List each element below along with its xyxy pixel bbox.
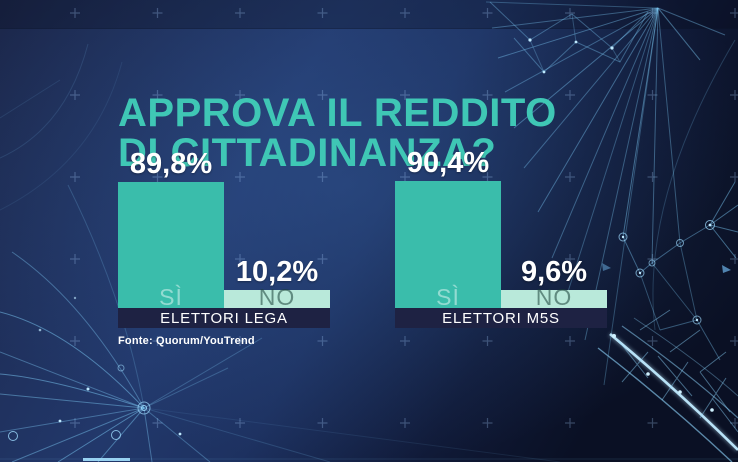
no-bar: NO xyxy=(501,284,607,310)
no-percent-label: 9,6% xyxy=(520,256,588,288)
yes-category-label: SÌ xyxy=(159,284,183,310)
plexus-bottomleft xyxy=(0,43,561,462)
no-percent-label: 10,2% xyxy=(235,256,319,288)
plexus-bottomright-nodes xyxy=(612,334,714,412)
plexus-bottomright-mesh xyxy=(597,309,738,462)
no-column: 10,2% NO xyxy=(224,256,330,310)
yes-column: 90,4% SÌ xyxy=(395,147,501,310)
plexus-bottomleft-rings xyxy=(8,364,151,441)
group-label-band-lega: ELETTORI LEGA xyxy=(118,308,330,328)
yes-category-label: SÌ xyxy=(436,284,460,310)
source-text: Fonte: Quorum/YouTrend xyxy=(118,335,255,347)
triangle-particle xyxy=(602,263,611,271)
page-title-line1: APPROVA IL REDDITO xyxy=(118,90,557,135)
plexus-right-column xyxy=(622,181,738,361)
plexus-topright xyxy=(485,1,736,386)
yes-percent-label: 90,4% xyxy=(406,147,490,179)
yes-column: 89,8% SÌ xyxy=(118,148,224,310)
no-column: 9,6% NO xyxy=(501,256,607,310)
yes-bar: SÌ xyxy=(118,182,224,310)
bars-row: 90,4% SÌ 9,6% NO xyxy=(395,147,607,310)
plexus-topright-nodes xyxy=(528,38,614,74)
yes-percent-label: 89,8% xyxy=(129,148,213,180)
group-label-band-m5s: ELETTORI M5S xyxy=(395,308,607,328)
no-category-label: NO xyxy=(258,284,296,310)
page-title-line2: DI CITTADINANZA? xyxy=(118,130,497,175)
chart-group-m5s: 90,4% SÌ 9,6% NO ELETTORI M5S xyxy=(395,149,607,328)
no-bar: NO xyxy=(224,284,330,310)
yes-bar: SÌ xyxy=(395,181,501,310)
plexus-bottomleft-dots xyxy=(38,296,182,436)
plexus-right-dots xyxy=(621,223,712,322)
page-title: APPROVA IL REDDITO DI CITTADINANZA? xyxy=(118,93,557,173)
triangle-particle xyxy=(722,265,731,273)
chart-group-lega: 89,8% SÌ 10,2% NO ELETTORI LEGA xyxy=(118,150,330,328)
plexus-right-rings xyxy=(618,220,715,325)
bars-row: 89,8% SÌ 10,2% NO xyxy=(118,148,330,310)
no-category-label: NO xyxy=(535,284,573,310)
